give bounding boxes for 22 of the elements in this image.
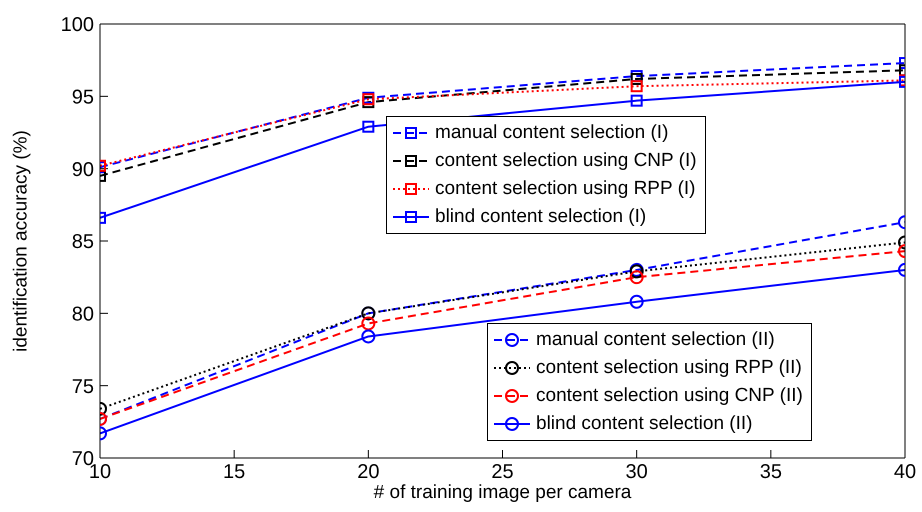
legend-label: content selection using CNP (I) <box>435 149 697 173</box>
y-tick-label: 95 <box>72 86 94 108</box>
y-tick-label: 80 <box>72 303 94 326</box>
y-tick-label: 90 <box>72 158 94 181</box>
x-tick-label: 20 <box>357 461 380 484</box>
y-tick-label: 85 <box>72 231 94 254</box>
legend-label: blind content selection (II) <box>536 412 753 436</box>
x-axis-title: # of training image per camera <box>374 482 632 503</box>
y-tick-label: 100 <box>60 14 94 36</box>
y-tick-label: 75 <box>72 376 94 398</box>
legend-label: content selection using RPP (II) <box>536 356 802 380</box>
legend-label: manual content selection (I) <box>435 121 668 145</box>
legend-label: content selection using RPP (I) <box>435 177 696 201</box>
x-tick-label: 15 <box>223 461 246 484</box>
x-tick-label: 35 <box>760 461 782 484</box>
x-tick-label: 40 <box>894 461 916 484</box>
legend-label: manual content selection (II) <box>536 328 775 352</box>
x-tick-label: 30 <box>626 461 648 484</box>
y-axis-title: identification accuracy (%) <box>10 130 32 352</box>
x-tick-label: 25 <box>491 461 514 484</box>
legend-label: blind content selection (I) <box>435 205 646 229</box>
legend-label: content selection using CNP (II) <box>536 384 803 408</box>
